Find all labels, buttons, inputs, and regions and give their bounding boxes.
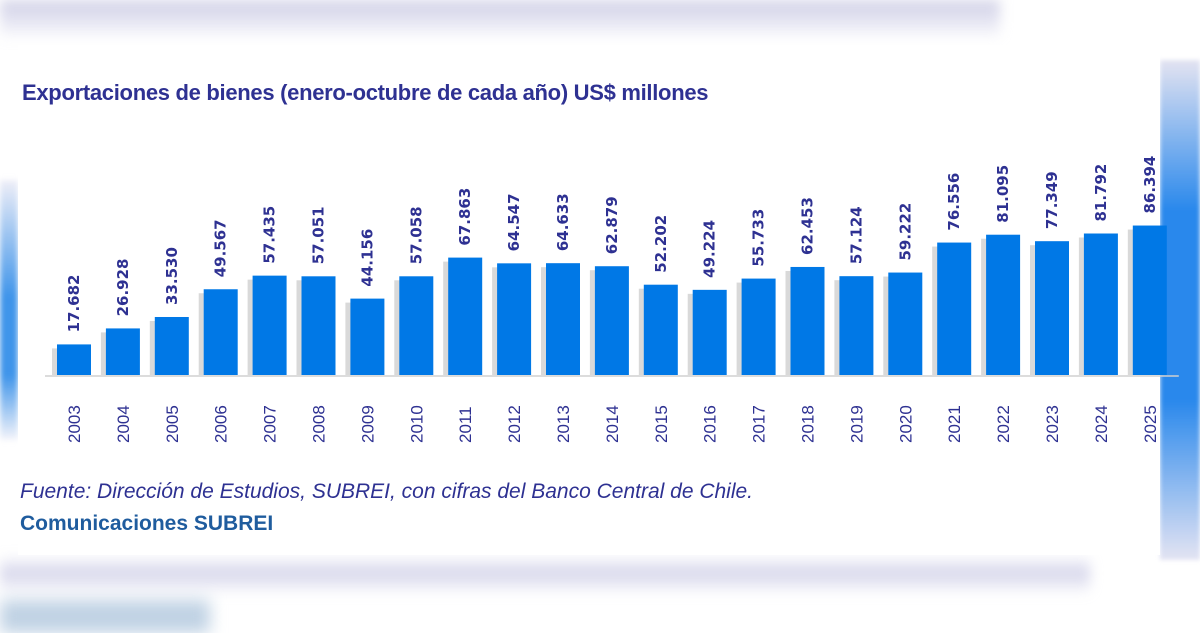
x-tick-label-2024: 2024 (1092, 405, 1111, 443)
blurred-background-top (0, 0, 1000, 40)
x-tick-label-2015: 2015 (652, 405, 671, 443)
x-tick-label-2013: 2013 (554, 405, 573, 443)
blurred-background-bottom-left (0, 600, 210, 633)
value-label-2023: 77.349 (1043, 171, 1061, 229)
bar-2008 (301, 276, 336, 375)
x-tick-label-2011: 2011 (456, 406, 475, 443)
bar-2024 (1083, 233, 1118, 375)
bar-2005 (154, 316, 189, 375)
value-label-2025: 86.394 (1141, 156, 1159, 214)
value-label-2017: 55.733 (750, 209, 768, 267)
bars-layer (52, 225, 1167, 375)
value-label-2004: 26.928 (114, 259, 132, 317)
bar-2014 (594, 266, 629, 375)
source-note: Fuente: Dirección de Estudios, SUBREI, c… (20, 480, 754, 503)
value-label-2018: 62.453 (799, 197, 817, 255)
value-label-2009: 44.156 (358, 229, 376, 287)
bar-2013 (546, 263, 580, 375)
x-tick-label-2003: 2003 (65, 405, 84, 443)
bar-2025 (1132, 225, 1167, 375)
x-tick-label-2004: 2004 (114, 405, 133, 443)
bar-2007 (252, 275, 287, 375)
value-label-2007: 57.435 (261, 206, 279, 264)
value-label-2015: 52.202 (652, 215, 670, 273)
bar-2020 (888, 272, 923, 375)
value-label-2024: 81.792 (1092, 164, 1110, 222)
x-tick-label-2016: 2016 (701, 405, 720, 443)
value-label-2012: 64.547 (505, 193, 523, 251)
value-labels-layer: 17.682 26.928 33.530 49.567 57.435 57.051 44.1… (65, 156, 1159, 333)
x-tick-label-2022: 2022 (994, 405, 1013, 443)
x-tick-label-2007: 2007 (261, 405, 280, 443)
x-tick-labels-layer: 2003 2004 2005 2006 2007 2008 2009 2010 2011 2012… (65, 405, 1160, 443)
x-tick-label-2017: 2017 (750, 405, 769, 443)
bar-2012 (497, 263, 532, 375)
blurred-background-left (0, 180, 18, 440)
value-label-2014: 62.879 (603, 196, 621, 254)
x-tick-label-2014: 2014 (603, 405, 622, 443)
x-tick-label-2006: 2006 (212, 405, 231, 443)
x-tick-label-2019: 2019 (847, 405, 866, 443)
bar-2017 (741, 278, 776, 375)
bar-2023 (1035, 241, 1069, 375)
value-label-2006: 49.567 (212, 219, 230, 277)
bar-2022 (986, 234, 1021, 375)
x-tick-label-2020: 2020 (896, 405, 915, 443)
value-label-2003: 17.682 (65, 275, 83, 333)
value-label-2011: 67.863 (456, 188, 474, 246)
value-label-2021: 76.556 (945, 173, 963, 231)
bar-2009 (350, 298, 385, 375)
value-label-2019: 57.124 (847, 206, 865, 264)
x-tick-label-2009: 2009 (358, 405, 377, 443)
bar-2016 (692, 289, 727, 375)
x-tick-label-2025: 2025 (1141, 405, 1160, 443)
blurred-background-bottom (0, 555, 1090, 595)
bar-2015 (643, 284, 678, 375)
bar-2004 (105, 328, 140, 375)
value-label-2016: 49.224 (701, 220, 719, 278)
x-tick-label-2010: 2010 (407, 405, 426, 443)
x-tick-label-2012: 2012 (505, 405, 524, 443)
bar-2019 (839, 276, 874, 375)
bar-2018 (790, 266, 825, 375)
x-tick-label-2018: 2018 (799, 405, 818, 443)
bar-2010 (399, 276, 434, 375)
chart-title: Exportaciones de bienes (enero-octubre d… (22, 80, 709, 105)
credit-text: Comunicaciones SUBREI (20, 512, 274, 535)
x-tick-label-2005: 2005 (163, 405, 182, 443)
x-tick-label-2021: 2021 (945, 405, 964, 443)
value-label-2013: 64.633 (554, 193, 572, 251)
value-label-2005: 33.530 (163, 247, 181, 305)
x-tick-label-2008: 2008 (310, 405, 329, 443)
value-label-2010: 57.058 (407, 206, 425, 264)
value-label-2008: 57.051 (310, 206, 328, 264)
bar-2021 (937, 242, 972, 375)
bar-2006 (203, 289, 238, 375)
bar-2003 (57, 344, 91, 375)
bar-2011 (448, 257, 483, 375)
value-label-2020: 59.222 (896, 203, 914, 261)
value-label-2022: 81.095 (994, 165, 1012, 223)
x-tick-label-2023: 2023 (1043, 405, 1062, 443)
